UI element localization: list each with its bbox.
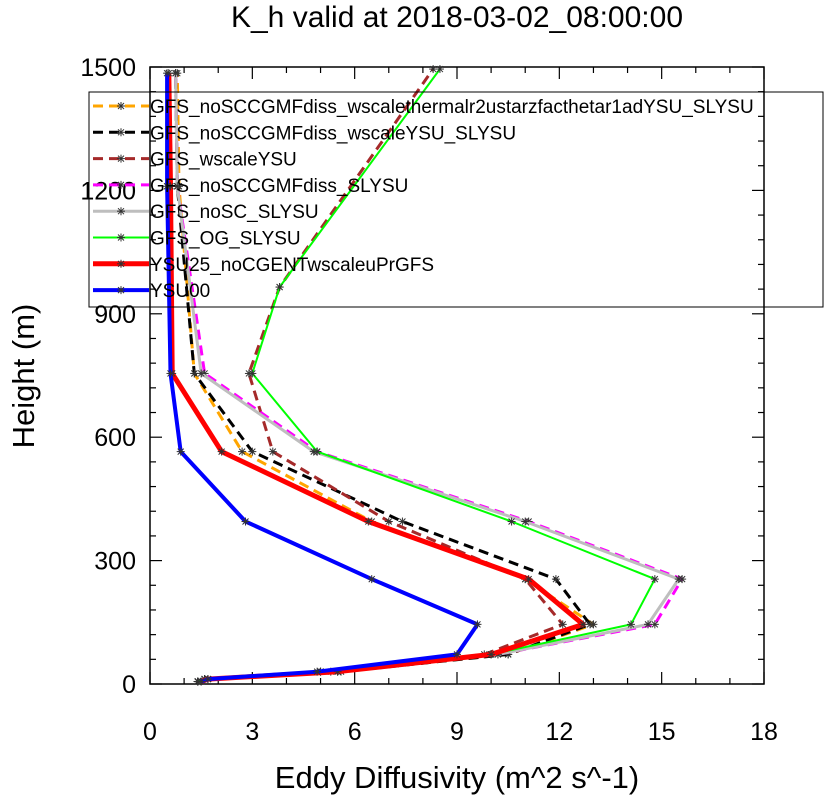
y-tick-label: 0 xyxy=(122,671,136,699)
legend-item: YSU25_noCGENTwscaleuPrGFS xyxy=(93,255,434,276)
y-tick-label: 600 xyxy=(94,424,136,452)
legend-label: GFS_noSCCGMFdiss_wscalethermalr2ustarzfa… xyxy=(150,97,754,118)
legend-box xyxy=(88,91,824,308)
legend-item: GFS_OG_SLYSU xyxy=(93,229,301,250)
legend-item: GFS_noSC_SLYSU xyxy=(93,202,319,223)
data-point xyxy=(487,650,496,659)
data-point xyxy=(313,667,322,676)
data-point xyxy=(507,517,516,526)
data-point xyxy=(176,447,185,456)
data-point xyxy=(650,620,659,629)
legend-label: YSU25_noCGENTwscaleuPrGFS xyxy=(150,255,434,276)
data-point xyxy=(203,675,212,684)
legend-marker xyxy=(117,259,125,268)
legend-marker xyxy=(117,233,125,242)
data-point xyxy=(650,575,659,584)
legend-item: GFS_noSCCGMFdiss_wscalethermalr2ustarzfa… xyxy=(93,97,754,118)
data-point xyxy=(398,517,407,526)
data-point xyxy=(644,620,653,629)
data-point xyxy=(558,620,567,629)
data-point xyxy=(275,283,284,292)
y-tick-label: 900 xyxy=(94,301,136,329)
data-point xyxy=(190,369,199,378)
legend-label: YSU00 xyxy=(150,281,210,302)
x-tick-label: 18 xyxy=(750,718,778,746)
data-point xyxy=(217,447,226,456)
legend-label: GFS_OG_SLYSU xyxy=(150,229,301,250)
data-point xyxy=(579,620,588,629)
y-tick-label: 1200 xyxy=(80,177,136,205)
series-8 xyxy=(163,69,482,686)
x-tick-label: 15 xyxy=(648,718,676,746)
data-point xyxy=(268,447,277,456)
data-point xyxy=(197,369,206,378)
legend-marker xyxy=(117,180,125,189)
data-point xyxy=(367,575,376,584)
legend-marker xyxy=(117,207,125,216)
legend-item: GFS_noSCCGMFdiss_wscaleYSU_SLYSU xyxy=(93,123,516,144)
data-point xyxy=(248,369,257,378)
data-point xyxy=(674,575,683,584)
data-point xyxy=(435,65,444,74)
data-point xyxy=(313,447,322,456)
data-point xyxy=(521,517,530,526)
x-tick-label: 0 xyxy=(143,718,157,746)
legend-label: GFS_noSCCGMFdiss_SLYSU xyxy=(150,176,408,197)
x-tick-label: 6 xyxy=(348,718,362,746)
x-tick-label: 12 xyxy=(545,718,573,746)
legend-marker xyxy=(117,154,125,163)
data-point xyxy=(166,369,175,378)
x-tick-label: 9 xyxy=(450,718,464,746)
data-point xyxy=(453,650,461,659)
data-point xyxy=(248,447,257,456)
y-axis-label: Height (m) xyxy=(6,304,41,449)
data-point xyxy=(238,447,247,456)
x-tick-label: 3 xyxy=(245,718,259,746)
legend-label: GFS_wscaleYSU xyxy=(150,150,297,171)
legend-item: GFS_wscaleYSU xyxy=(93,150,297,171)
data-point xyxy=(171,69,180,78)
chart-title: K_h valid at 2018-03-02_08:00:00 xyxy=(231,1,683,34)
data-point xyxy=(524,575,533,584)
data-point xyxy=(163,182,172,191)
data-point xyxy=(241,517,250,526)
data-point xyxy=(473,620,482,629)
legend-label: GFS_noSCCGMFdiss_wscaleYSU_SLYSU xyxy=(150,123,516,144)
legend-marker xyxy=(117,128,125,137)
legend-item: GFS_noSCCGMFdiss_SLYSU xyxy=(93,176,408,197)
data-point xyxy=(364,517,373,526)
data-point xyxy=(197,677,206,686)
legend: GFS_noSCCGMFdiss_wscalethermalr2ustarzfa… xyxy=(88,91,824,308)
data-point xyxy=(173,182,182,191)
y-tick-label: 1500 xyxy=(80,54,136,82)
data-point xyxy=(586,620,595,629)
data-point xyxy=(384,517,393,526)
data-point xyxy=(429,65,438,74)
legend-marker xyxy=(117,102,125,110)
x-axis-label: Eddy Diffusivity (m^2 s^-1) xyxy=(275,760,639,795)
legend-item: YSU00 xyxy=(93,281,210,302)
plot-area: 0 3 6 9 12 15 18 0 300 600 900 1200 1500 xyxy=(80,54,778,746)
legend-label: GFS_noSC_SLYSU xyxy=(150,202,319,223)
y-tick-label: 300 xyxy=(94,548,136,576)
data-point xyxy=(551,575,560,584)
data-point xyxy=(163,69,172,78)
legend-marker xyxy=(117,286,125,295)
data-point xyxy=(626,620,635,629)
